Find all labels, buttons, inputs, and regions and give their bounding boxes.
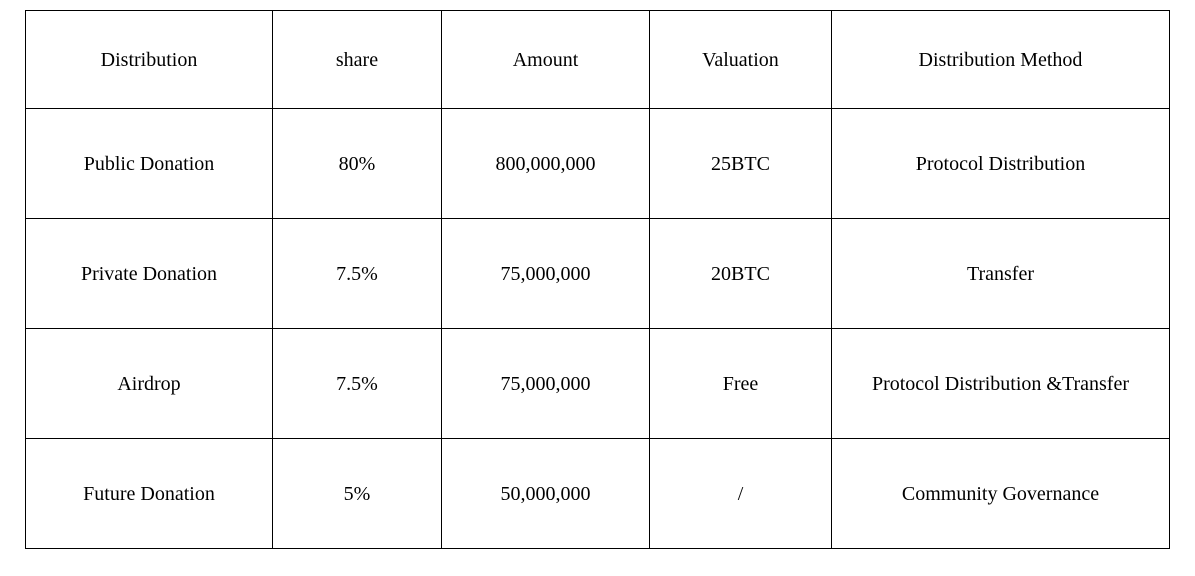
distribution-table: Distribution share Amount Valuation Dist… xyxy=(25,10,1170,549)
table-row: Public Donation 80% 800,000,000 25BTC Pr… xyxy=(26,109,1170,219)
cell-distribution: Private Donation xyxy=(26,219,273,329)
cell-method: Community Governance xyxy=(831,439,1169,549)
col-header-amount: Amount xyxy=(442,11,650,109)
cell-method: Protocol Distribution &Transfer xyxy=(831,329,1169,439)
table-row: Private Donation 7.5% 75,000,000 20BTC T… xyxy=(26,219,1170,329)
cell-valuation: / xyxy=(649,439,831,549)
cell-method: Protocol Distribution xyxy=(831,109,1169,219)
cell-amount: 75,000,000 xyxy=(442,219,650,329)
cell-valuation: Free xyxy=(649,329,831,439)
cell-valuation: 20BTC xyxy=(649,219,831,329)
cell-method: Transfer xyxy=(831,219,1169,329)
cell-share: 5% xyxy=(273,439,442,549)
cell-share: 80% xyxy=(273,109,442,219)
cell-share: 7.5% xyxy=(273,219,442,329)
cell-distribution: Airdrop xyxy=(26,329,273,439)
table-header-row: Distribution share Amount Valuation Dist… xyxy=(26,11,1170,109)
cell-valuation: 25BTC xyxy=(649,109,831,219)
col-header-distribution: Distribution xyxy=(26,11,273,109)
cell-share: 7.5% xyxy=(273,329,442,439)
cell-amount: 800,000,000 xyxy=(442,109,650,219)
col-header-share: share xyxy=(273,11,442,109)
cell-amount: 75,000,000 xyxy=(442,329,650,439)
col-header-method: Distribution Method xyxy=(831,11,1169,109)
cell-amount: 50,000,000 xyxy=(442,439,650,549)
col-header-valuation: Valuation xyxy=(649,11,831,109)
cell-distribution: Future Donation xyxy=(26,439,273,549)
table-row: Airdrop 7.5% 75,000,000 Free Protocol Di… xyxy=(26,329,1170,439)
cell-distribution: Public Donation xyxy=(26,109,273,219)
table-row: Future Donation 5% 50,000,000 / Communit… xyxy=(26,439,1170,549)
